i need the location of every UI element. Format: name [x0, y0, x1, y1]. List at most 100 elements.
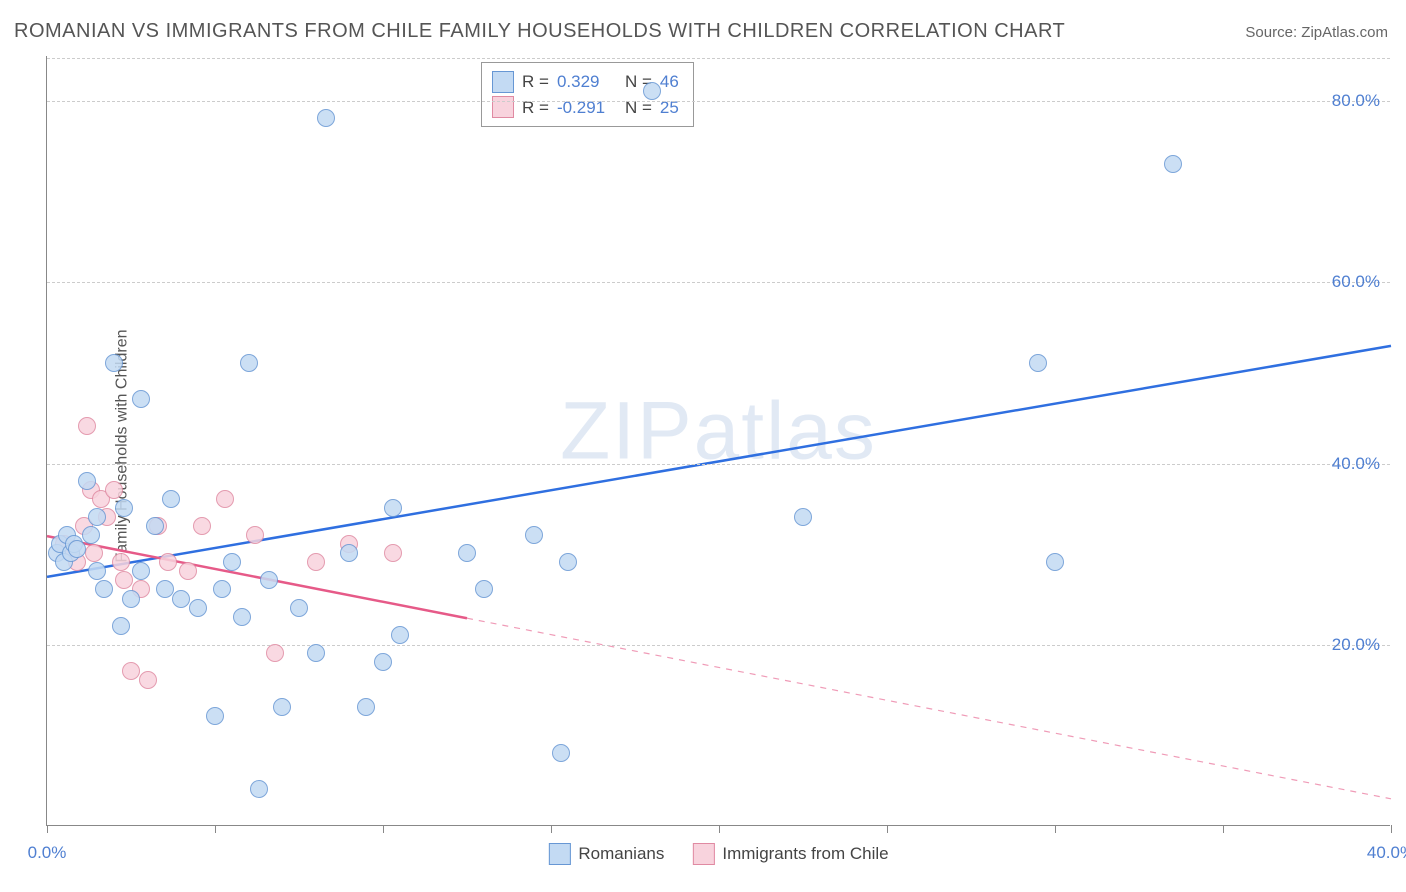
x-tick	[1055, 825, 1056, 833]
x-tick-label: 0.0%	[28, 843, 67, 863]
data-point-romanians	[146, 517, 164, 535]
r-label: R =	[522, 69, 549, 95]
data-point-romanians	[552, 744, 570, 762]
data-point-romanians	[115, 499, 133, 517]
data-point-romanians	[189, 599, 207, 617]
x-tick-label: 40.0%	[1367, 843, 1406, 863]
data-point-romanians	[340, 544, 358, 562]
data-point-romanians	[162, 490, 180, 508]
x-tick	[719, 825, 720, 833]
data-point-romanians	[250, 780, 268, 798]
legend-label-romanians: Romanians	[578, 844, 664, 864]
data-point-chile	[307, 553, 325, 571]
source-name: ZipAtlas.com	[1301, 24, 1388, 41]
source-label: Source: ZipAtlas.com	[1245, 24, 1388, 41]
data-point-romanians	[112, 617, 130, 635]
data-point-chile	[246, 526, 264, 544]
data-point-romanians	[458, 544, 476, 562]
data-point-romanians	[213, 580, 231, 598]
gridline	[47, 58, 1390, 59]
r-value-chile: -0.291	[557, 95, 617, 121]
gridline	[47, 464, 1390, 465]
data-point-romanians	[156, 580, 174, 598]
series-legend: Romanians Immigrants from Chile	[548, 843, 888, 865]
data-point-romanians	[525, 526, 543, 544]
x-tick	[1223, 825, 1224, 833]
y-tick-label: 20.0%	[1332, 635, 1380, 655]
source-prefix: Source:	[1245, 24, 1301, 41]
chart-title: ROMANIAN VS IMMIGRANTS FROM CHILE FAMILY…	[14, 20, 1065, 43]
data-point-chile	[384, 544, 402, 562]
n-value-chile: 25	[660, 95, 679, 121]
data-point-romanians	[95, 580, 113, 598]
data-point-chile	[179, 562, 197, 580]
data-point-romanians	[317, 109, 335, 127]
data-point-chile	[85, 544, 103, 562]
data-point-romanians	[559, 553, 577, 571]
legend-label-chile: Immigrants from Chile	[722, 844, 888, 864]
x-tick	[383, 825, 384, 833]
data-point-chile	[105, 481, 123, 499]
r-value-romanians: 0.329	[557, 69, 617, 95]
swatch-romanians	[492, 71, 514, 93]
data-point-romanians	[290, 599, 308, 617]
data-point-romanians	[223, 553, 241, 571]
data-point-romanians	[1164, 155, 1182, 173]
data-point-romanians	[132, 562, 150, 580]
data-point-romanians	[172, 590, 190, 608]
watermark-bold: ZIP	[560, 385, 694, 476]
gridline	[47, 282, 1390, 283]
legend-item-romanians: Romanians	[548, 843, 664, 865]
y-tick-label: 40.0%	[1332, 454, 1380, 474]
n-value-romanians: 46	[660, 69, 679, 95]
x-tick	[47, 825, 48, 833]
legend-swatch-chile	[692, 843, 714, 865]
scatter-plot: ZIPatlas R = 0.329 N = 46R = -0.291 N = …	[46, 56, 1390, 826]
data-point-chile	[122, 662, 140, 680]
data-point-chile	[266, 644, 284, 662]
data-point-chile	[78, 417, 96, 435]
trend-line-romanians	[47, 346, 1391, 577]
data-point-romanians	[88, 508, 106, 526]
data-point-chile	[159, 553, 177, 571]
swatch-chile	[492, 96, 514, 118]
x-tick	[551, 825, 552, 833]
data-point-romanians	[391, 626, 409, 644]
data-point-chile	[193, 517, 211, 535]
data-point-romanians	[384, 499, 402, 517]
data-point-romanians	[78, 472, 96, 490]
data-point-romanians	[374, 653, 392, 671]
data-point-romanians	[132, 390, 150, 408]
gridline	[47, 101, 1390, 102]
data-point-romanians	[794, 508, 812, 526]
data-point-romanians	[273, 698, 291, 716]
data-point-romanians	[1029, 354, 1047, 372]
data-point-romanians	[1046, 553, 1064, 571]
y-tick-label: 80.0%	[1332, 91, 1380, 111]
gridline	[47, 645, 1390, 646]
x-tick	[887, 825, 888, 833]
stats-legend: R = 0.329 N = 46R = -0.291 N = 25	[481, 62, 694, 127]
data-point-romanians	[206, 707, 224, 725]
data-point-romanians	[82, 526, 100, 544]
data-point-romanians	[122, 590, 140, 608]
y-tick-label: 60.0%	[1332, 272, 1380, 292]
data-point-romanians	[88, 562, 106, 580]
data-point-chile	[115, 571, 133, 589]
legend-swatch-romanians	[548, 843, 570, 865]
data-point-chile	[216, 490, 234, 508]
data-point-romanians	[105, 354, 123, 372]
legend-item-chile: Immigrants from Chile	[692, 843, 888, 865]
data-point-romanians	[307, 644, 325, 662]
data-point-chile	[139, 671, 157, 689]
data-point-romanians	[643, 82, 661, 100]
data-point-romanians	[233, 608, 251, 626]
data-point-romanians	[68, 540, 86, 558]
data-point-romanians	[357, 698, 375, 716]
trend-lines	[47, 56, 1390, 825]
data-point-romanians	[475, 580, 493, 598]
x-tick	[1391, 825, 1392, 833]
trend-line-chile	[47, 536, 467, 618]
data-point-chile	[112, 553, 130, 571]
r-label: R =	[522, 95, 549, 121]
